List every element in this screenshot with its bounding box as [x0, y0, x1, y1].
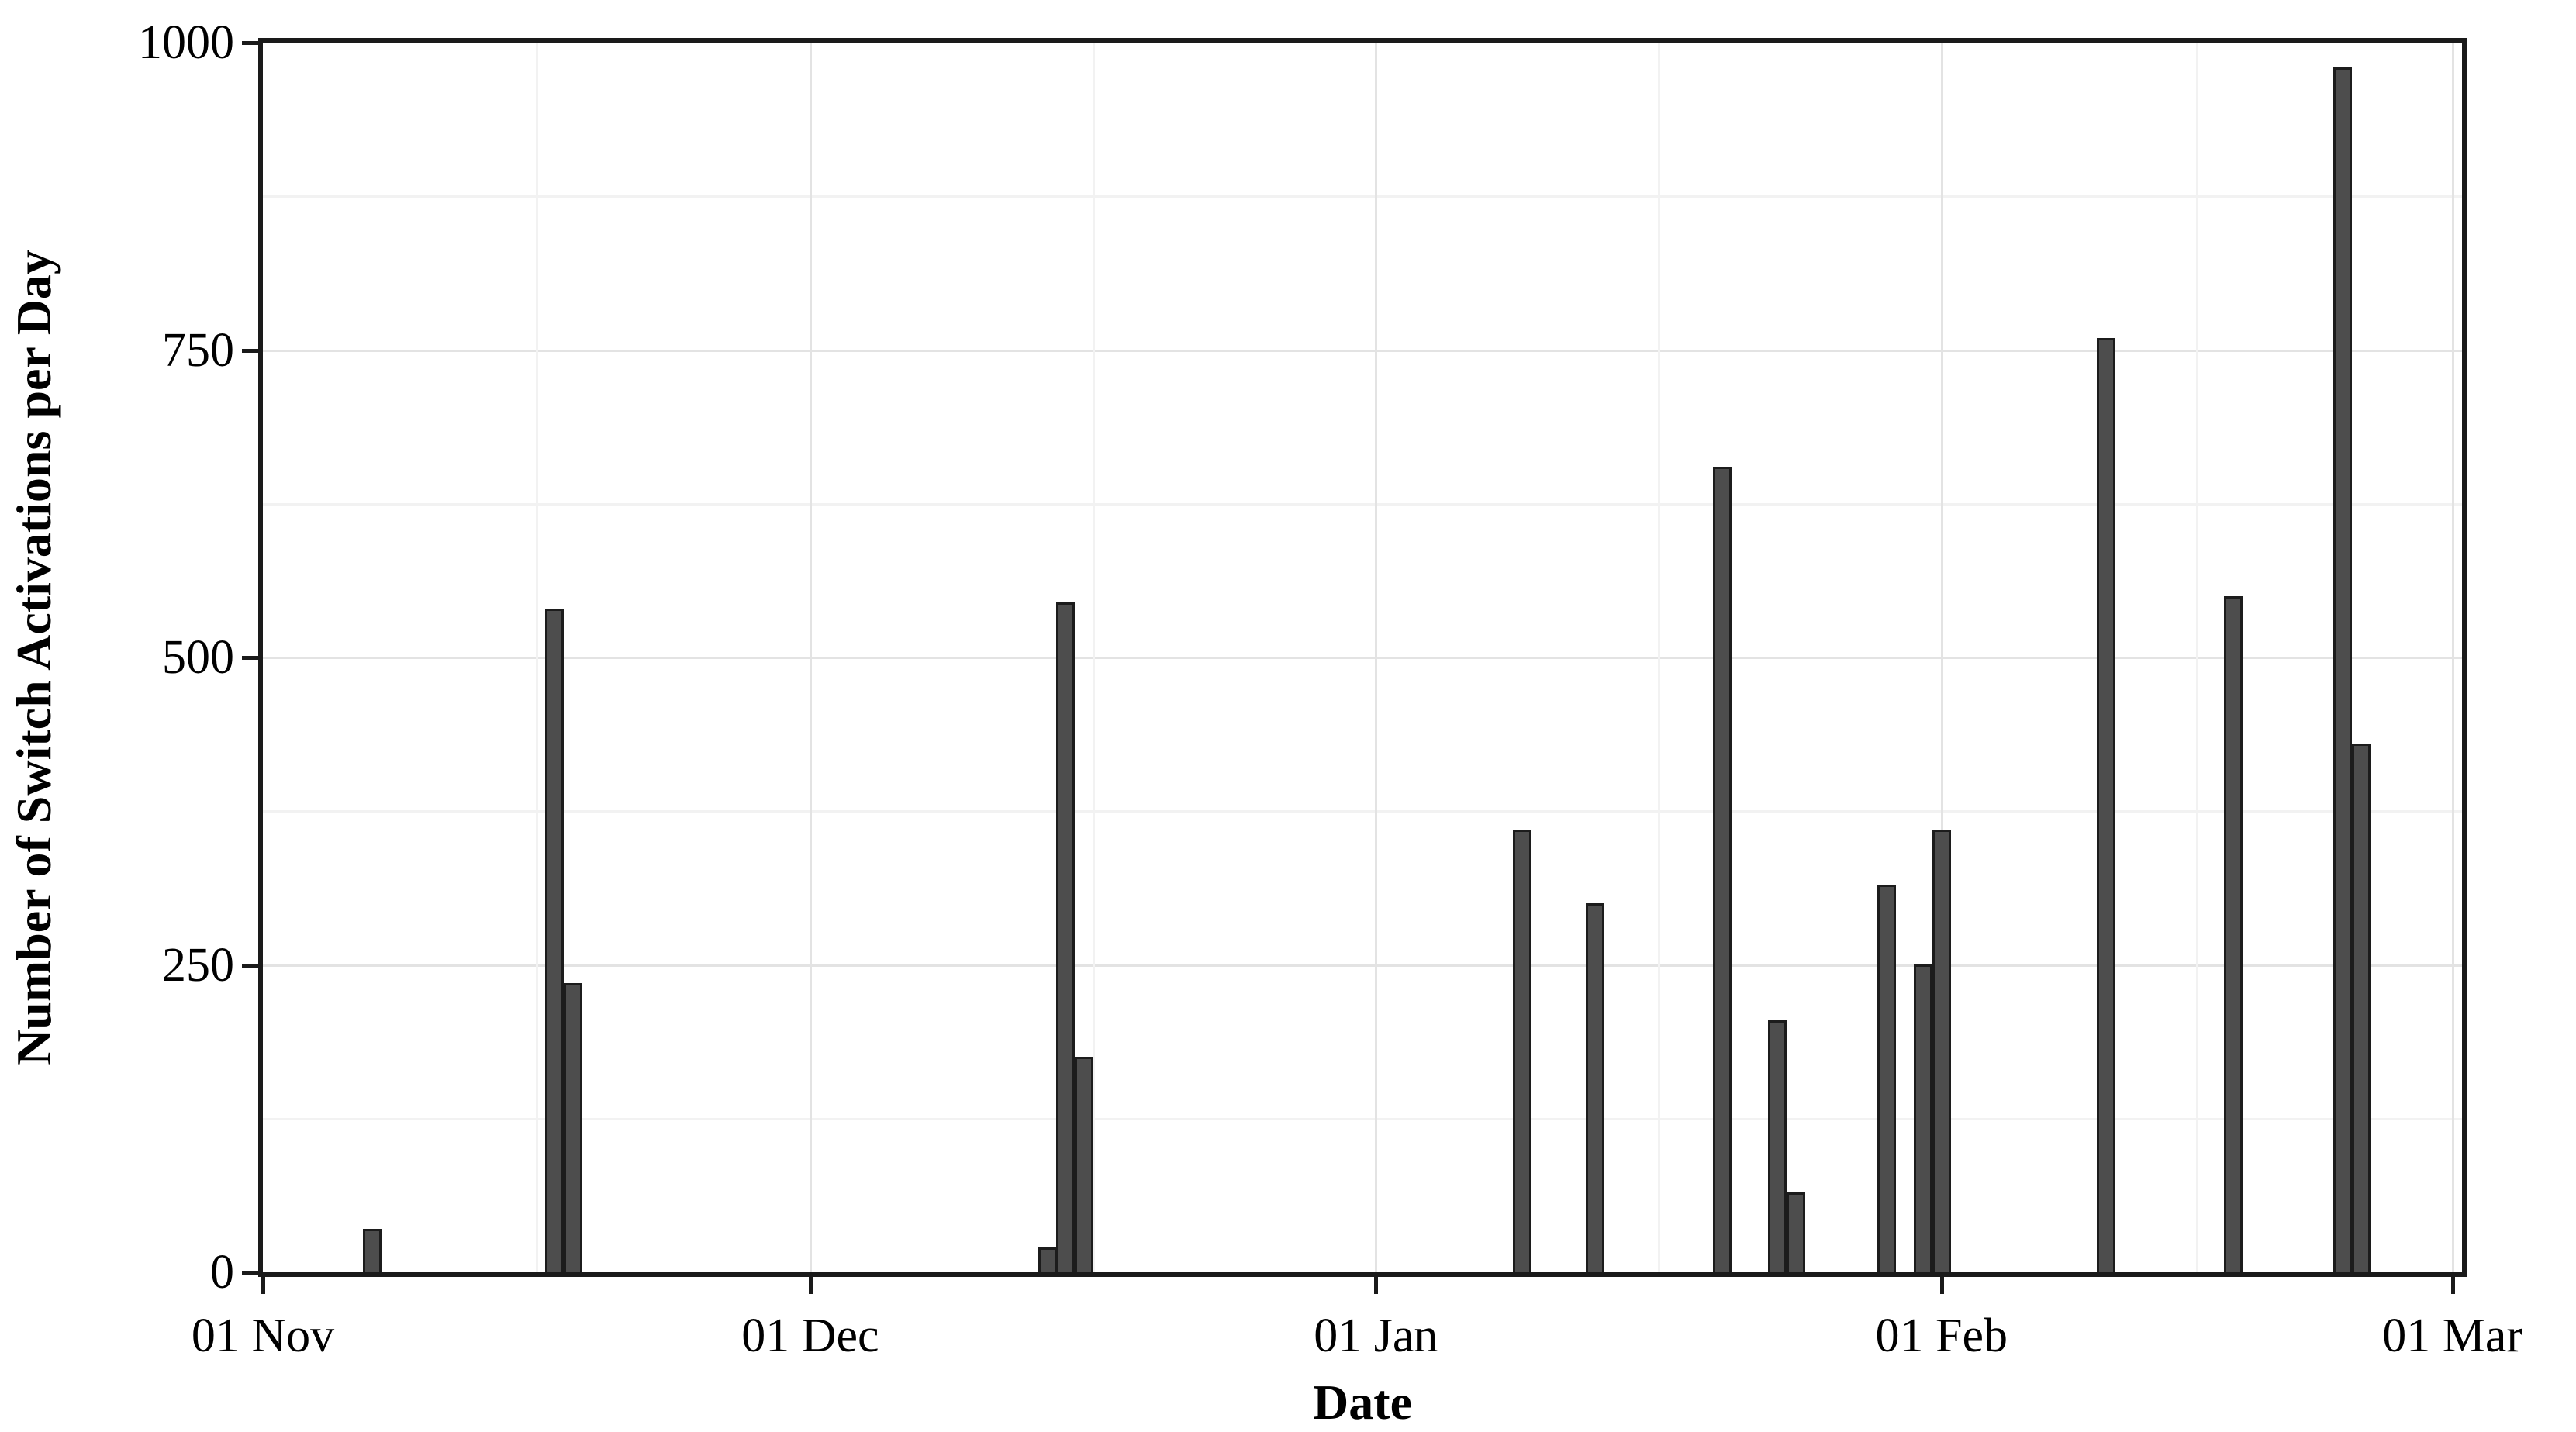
gridline-minor-h: [263, 810, 2462, 813]
plot-area: [258, 38, 2467, 1277]
gridline-major-v: [809, 43, 812, 1272]
y-tick-label: 250: [162, 938, 234, 992]
gridline-major-v: [2451, 43, 2454, 1272]
x-tick-mark: [1374, 1277, 1379, 1294]
bar: [1056, 602, 1075, 1272]
bar: [1586, 903, 1604, 1272]
bar: [363, 1229, 382, 1272]
bar: [545, 609, 564, 1272]
bar: [1787, 1192, 1805, 1272]
bar: [564, 983, 582, 1272]
gridline-minor-h: [263, 195, 2462, 198]
bar: [1914, 964, 1932, 1272]
bar: [1932, 830, 1951, 1272]
gridline-minor-h: [263, 502, 2462, 506]
gridline-minor-v: [1092, 43, 1095, 1272]
gridline-minor-h: [263, 1117, 2462, 1120]
x-tick-label: 01 Feb: [1875, 1310, 2008, 1362]
y-tick-mark: [242, 348, 259, 353]
bar: [2224, 596, 2243, 1272]
gridline-major-h: [263, 657, 2462, 659]
gridline-major-v: [1375, 43, 1378, 1272]
bar: [1768, 1020, 1787, 1272]
bar: [1713, 467, 1732, 1272]
y-tick-label: 1000: [138, 16, 234, 69]
bar: [2097, 338, 2115, 1272]
y-tick-label: 750: [162, 323, 234, 377]
x-tick-label: 01 Mar: [2382, 1310, 2522, 1362]
bar: [1513, 830, 1531, 1272]
bar: [1038, 1247, 1057, 1272]
bar: [2352, 744, 2371, 1272]
x-tick-label: 01 Nov: [191, 1310, 335, 1362]
bar: [1877, 885, 1896, 1272]
bar: [2333, 67, 2352, 1272]
x-axis-title: Date: [1313, 1375, 1412, 1430]
plot-inner: [263, 43, 2462, 1272]
gridline-minor-v: [1658, 43, 1661, 1272]
y-tick-mark: [242, 41, 259, 45]
x-tick-label: 01 Jan: [1314, 1310, 1438, 1362]
y-tick-label: 500: [162, 631, 234, 684]
y-tick-mark: [242, 656, 259, 660]
bar: [1075, 1057, 1093, 1272]
x-tick-mark: [2450, 1277, 2455, 1294]
x-tick-mark: [1939, 1277, 1944, 1294]
x-tick-label: 01 Dec: [741, 1310, 879, 1362]
gridline-minor-v: [535, 43, 538, 1272]
y-tick-mark: [242, 1271, 259, 1275]
gridline-major-h: [263, 964, 2462, 967]
y-tick-label: 0: [210, 1246, 234, 1299]
x-tick-mark: [808, 1277, 813, 1294]
y-tick-mark: [242, 963, 259, 968]
gridline-minor-v: [2196, 43, 2199, 1272]
x-tick-mark: [261, 1277, 265, 1294]
gridline-major-h: [263, 349, 2462, 352]
gridline-major-v: [1940, 43, 1943, 1272]
